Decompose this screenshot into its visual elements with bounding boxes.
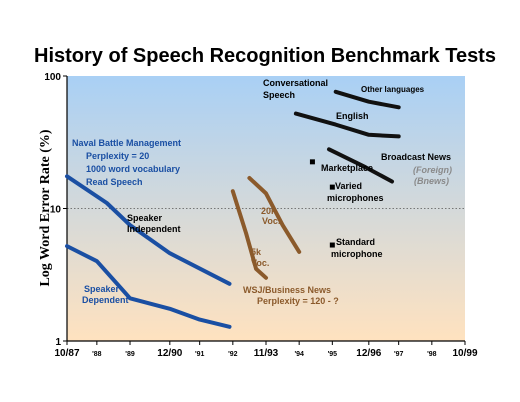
label-conversational-2: Speech — [263, 90, 295, 100]
plot-area — [67, 76, 465, 341]
marker-varied-microphones — [329, 184, 335, 190]
x-tick-label: '95 — [328, 351, 338, 358]
x-tick-label: 12/96 — [356, 348, 381, 359]
y-tick-label: 10 — [50, 205, 62, 216]
annotation-naval-4: Read Speech — [86, 177, 143, 187]
x-tick-label: 11/93 — [254, 348, 279, 359]
x-ticks: 10/87 '88 '89 12/90 '91 '92 11/93 '94 '95 12/96 '9… — [54, 341, 478, 359]
y-ticks: 100 10 1 — [44, 72, 67, 348]
label-5k-voc-2: Voc. — [251, 258, 269, 268]
label-foreign-2: (Bnews) — [414, 176, 449, 186]
label-conversational-1: Conversational — [263, 78, 328, 88]
series-line-broadcast-news — [327, 147, 394, 184]
x-tick-label: '97 — [394, 351, 404, 358]
y-tick-label: 1 — [55, 337, 61, 348]
series-line-other-languages — [333, 89, 401, 110]
annotation-naval-3: 1000 word vocabulary — [86, 164, 180, 174]
series-line-5k-voc — [230, 189, 268, 280]
x-tick-label: 10/87 — [54, 348, 79, 359]
annotation-naval-1: Naval Battle Management — [72, 138, 181, 148]
label-foreign-1: (Foreign) — [413, 165, 452, 175]
label-other-languages: Other languages — [361, 85, 425, 94]
label-20k-voc-2: Voc. — [262, 216, 280, 226]
label-varied-2: microphones — [327, 193, 384, 203]
x-tick-label: 12/90 — [157, 348, 182, 359]
label-speaker-independent-1: Speaker — [127, 213, 163, 223]
marker-layer — [309, 159, 335, 248]
x-tick-label: '94 — [294, 351, 304, 358]
y-axis-title: Log Word Error Rate (%) — [38, 129, 53, 286]
label-broadcast-news: Broadcast News — [381, 152, 451, 162]
series-line-speaker-dependent — [65, 244, 232, 329]
label-standard-2: microphone — [331, 249, 383, 259]
annotation-naval-2: Perplexity = 20 — [86, 151, 149, 161]
label-wsj-1: WSJ/Business News — [243, 285, 331, 295]
label-5k-voc-1: 5k — [251, 247, 262, 257]
label-marketplace: Marketplace — [321, 163, 373, 173]
series-line-speaker-independent — [65, 174, 232, 286]
x-tick-label: 10/99 — [452, 348, 477, 359]
marker-standard-microphone — [329, 242, 335, 248]
label-english: English — [336, 111, 369, 121]
x-tick-label: '89 — [125, 351, 135, 358]
label-20k-voc-1: 20k — [261, 206, 277, 216]
y-tick-label: 100 — [44, 72, 61, 83]
label-speaker-independent-2: Independent — [127, 224, 181, 234]
x-tick-label: '92 — [228, 351, 238, 358]
x-tick-label: '88 — [92, 351, 102, 358]
label-wsj-2: Perplexity = 120 - ? — [257, 296, 339, 306]
series-layer — [65, 89, 401, 329]
label-speaker-dependent-1: Speaker — [84, 284, 120, 294]
series-line-english — [293, 111, 401, 139]
series-line-20k-voc — [247, 176, 302, 254]
x-tick-label: '91 — [195, 351, 205, 358]
x-tick-label: '98 — [427, 351, 437, 358]
label-standard-1: Standard — [336, 237, 375, 247]
marker-marketplace — [309, 159, 315, 165]
label-speaker-dependent-2: Dependent — [82, 295, 129, 305]
label-varied-1: Varied — [335, 181, 362, 191]
chart-title: History of Speech Recognition Benchmark … — [34, 45, 496, 67]
